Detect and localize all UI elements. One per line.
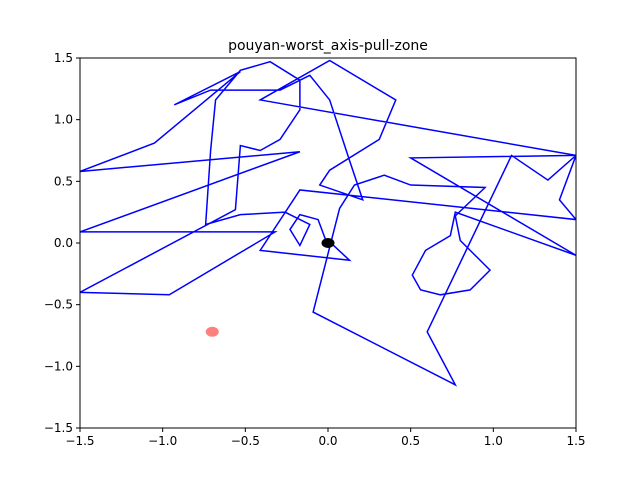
y-tick-label: 1.5 xyxy=(54,51,73,65)
y-tick-label: 0.0 xyxy=(54,236,73,250)
trajectory-line xyxy=(80,59,576,387)
x-tick-label: 1.5 xyxy=(566,434,585,448)
point-marker xyxy=(321,238,335,248)
x-tick-label: 0.5 xyxy=(401,434,420,448)
plot-area xyxy=(80,59,576,387)
x-tick-label: −0.5 xyxy=(231,434,260,448)
y-tick-label: −0.5 xyxy=(44,298,73,312)
x-tick-label: −1.0 xyxy=(148,434,177,448)
y-tick-label: −1.5 xyxy=(44,421,73,435)
x-tick-label: −1.5 xyxy=(65,434,94,448)
y-tick-label: 0.5 xyxy=(54,174,73,188)
chart-title: pouyan-worst_axis-pull-zone xyxy=(228,38,428,54)
point-marker xyxy=(205,326,219,337)
x-tick-label: 0.0 xyxy=(318,434,337,448)
axes-frame xyxy=(79,57,577,429)
y-tick-label: 1.0 xyxy=(54,113,73,127)
y-tick-label: −1.0 xyxy=(44,359,73,373)
x-tick-label: 1.0 xyxy=(484,434,503,448)
